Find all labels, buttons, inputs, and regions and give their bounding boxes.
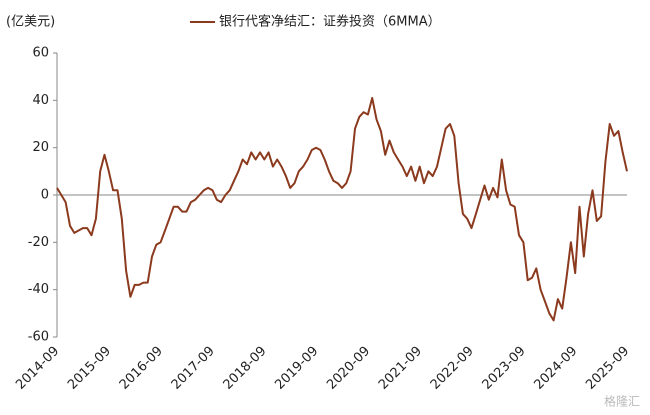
x-tick-label: 2014-09: [13, 344, 62, 393]
y-tick-label: -60: [28, 330, 49, 345]
x-tick-label: 2021-09: [376, 344, 425, 393]
x-tick-label: 2020-09: [324, 344, 373, 393]
x-tick-label: 2019-09: [272, 344, 321, 393]
y-tick-label: -40: [28, 282, 49, 297]
line: [56, 97, 628, 322]
x-tick-label: 2022-09: [428, 344, 477, 393]
legend-label: 银行代客净结汇：证券投资（6MMA）: [219, 14, 441, 30]
y-tick-label: -20: [28, 235, 49, 250]
x-tick-label: 2017-09: [169, 344, 218, 393]
x-tick-label: 2018-09: [221, 344, 270, 393]
x-tick-label: 2025-09: [583, 344, 632, 393]
x-tick-label: 2023-09: [480, 344, 529, 393]
x-tick-label: 2016-09: [117, 344, 166, 393]
y-unit: (亿美元): [6, 15, 55, 30]
x-tick-label: 2015-09: [65, 344, 114, 393]
watermark: 格隆汇: [604, 394, 640, 409]
x-tick-label: 2024-09: [531, 344, 580, 393]
y-tick-label: 0: [41, 188, 49, 203]
y-tick-label: 40: [32, 93, 49, 108]
y-tick-label: 60: [32, 46, 49, 61]
y-tick-label: 20: [32, 140, 49, 155]
